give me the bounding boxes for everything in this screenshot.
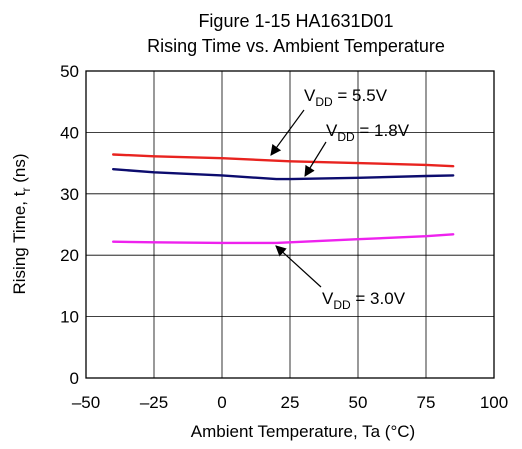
grid xyxy=(86,71,494,378)
x-tick-label: 25 xyxy=(281,393,300,412)
annotation-arrow-3-0v xyxy=(275,245,322,288)
x-axis-label: Ambient Temperature, Ta (°C) xyxy=(191,422,415,441)
x-tick-label: 50 xyxy=(349,393,368,412)
tick-labels: –50 –25 0 25 50 75 100 0 10 20 30 40 50 xyxy=(60,62,508,412)
series-line-vdd-1-8v xyxy=(112,168,455,181)
annotation-vdd-1-8v: VDD = 1.8V xyxy=(326,121,410,144)
chart-title-line-1: Figure 1-15 HA1631D01 xyxy=(198,11,393,31)
annotation-vdd-3-0v: VDD = 3.0V xyxy=(322,289,406,312)
y-tick-label: 10 xyxy=(60,308,79,327)
y-axis-label: Rising Time, tr (ns) xyxy=(10,154,33,295)
x-tick-label: 100 xyxy=(480,393,508,412)
x-tick-label: –25 xyxy=(140,393,168,412)
y-tick-label: 0 xyxy=(70,369,79,388)
chart-title-line-2: Rising Time vs. Ambient Temperature xyxy=(147,36,445,56)
series-layer xyxy=(112,153,455,245)
plot-frame xyxy=(85,70,495,379)
y-tick-label: 50 xyxy=(60,62,79,81)
annotations: VDD = 5.5V VDD = 1.8V VDD = 3.0V xyxy=(270,86,410,312)
annotation-vdd-5-5v: VDD = 5.5V xyxy=(304,86,388,109)
annotation-arrow-5-5v xyxy=(270,109,305,156)
x-tick-label: –50 xyxy=(72,393,100,412)
y-tick-label: 30 xyxy=(60,185,79,204)
y-tick-label: 20 xyxy=(60,246,79,265)
series-line-vdd-5-5v xyxy=(112,153,455,168)
series-line-vdd-3-0v xyxy=(112,233,455,245)
x-tick-label: 0 xyxy=(217,393,226,412)
annotation-arrow-1-8v xyxy=(304,141,327,177)
y-tick-label: 40 xyxy=(60,123,79,142)
x-tick-label: 75 xyxy=(417,393,436,412)
